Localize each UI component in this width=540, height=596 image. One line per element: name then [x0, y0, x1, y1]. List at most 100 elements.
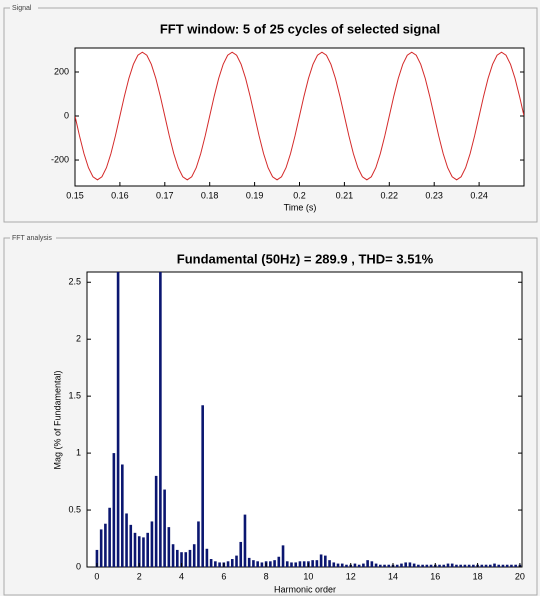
bar — [450, 563, 454, 567]
bar — [154, 475, 158, 567]
x-tick-label: 14 — [388, 571, 398, 581]
bar — [121, 464, 124, 567]
plot-marks — [75, 51, 524, 181]
bar — [294, 562, 298, 567]
fft-panel — [3, 237, 538, 596]
bar — [125, 513, 128, 567]
bar — [514, 564, 517, 567]
panel-label: FFT analysis — [12, 235, 52, 242]
x-tick-label: 8 — [264, 571, 269, 581]
bar — [252, 560, 255, 567]
bar — [180, 552, 183, 567]
bar — [205, 548, 209, 567]
bar — [488, 564, 492, 567]
bar — [484, 564, 488, 567]
bar — [379, 564, 382, 567]
bar — [188, 549, 192, 567]
bar — [467, 564, 471, 567]
panel-label: Signal — [12, 5, 32, 12]
signal-panel — [3, 7, 538, 223]
bar — [277, 556, 281, 567]
bar — [175, 549, 179, 567]
x-tick-label: 0.18 — [201, 190, 219, 200]
bar — [438, 564, 441, 567]
bar — [273, 560, 276, 567]
bar — [421, 564, 424, 567]
bar — [425, 564, 429, 567]
bar — [247, 557, 251, 567]
x-axis-label: Harmonic order — [274, 584, 336, 594]
bar — [480, 564, 484, 567]
bar — [400, 563, 403, 567]
x-tick-label: 0.24 — [470, 190, 488, 200]
bar — [167, 527, 171, 567]
bar — [235, 555, 238, 567]
bar — [383, 564, 386, 567]
x-tick-label: 12 — [346, 571, 356, 581]
bar — [159, 272, 162, 567]
bar — [324, 555, 327, 567]
bar — [99, 529, 103, 567]
chart-title: Fundamental (50Hz) = 289.9 , THD= 3.51% — [177, 251, 434, 266]
y-axis-label: Mag (% of Fundamental) — [52, 370, 62, 469]
bar — [112, 453, 116, 567]
bar — [505, 564, 509, 567]
x-axis-label: Time (s) — [284, 202, 317, 212]
bar — [412, 563, 416, 567]
bar — [95, 549, 99, 567]
bar — [311, 560, 314, 567]
bar — [336, 563, 340, 567]
bar — [459, 564, 462, 567]
bar — [387, 564, 391, 567]
y-tick-label: 0 — [64, 110, 69, 120]
x-tick-label: 16 — [430, 571, 440, 581]
bar — [298, 561, 302, 567]
bar — [302, 561, 306, 567]
bar — [142, 537, 145, 567]
bar — [214, 561, 217, 567]
bar — [501, 564, 505, 567]
bar — [472, 564, 475, 567]
bar — [319, 554, 323, 567]
bar — [429, 564, 433, 567]
bar — [269, 561, 272, 567]
bar — [493, 563, 496, 567]
bar — [146, 532, 149, 567]
bar — [184, 552, 188, 567]
bar — [226, 561, 230, 567]
bar — [408, 562, 412, 567]
y-tick-label: 200 — [54, 66, 69, 76]
bar — [374, 563, 378, 567]
y-tick-label: 0.5 — [68, 504, 81, 514]
x-tick-label: 0.22 — [381, 190, 399, 200]
bar — [366, 560, 369, 567]
y-tick-label: -200 — [51, 154, 69, 164]
bar — [370, 561, 374, 567]
bar — [171, 544, 175, 567]
x-tick-label: 0 — [94, 571, 99, 581]
chart-title: FFT window: 5 of 25 cycles of selected s… — [160, 21, 440, 36]
bar — [285, 561, 289, 567]
bar — [417, 564, 420, 567]
bar — [332, 562, 336, 567]
x-tick-label: 0.23 — [425, 190, 443, 200]
bar — [353, 563, 357, 567]
x-tick-label: 0.16 — [111, 190, 129, 200]
bar — [340, 563, 344, 567]
bar — [137, 536, 141, 567]
bar — [455, 564, 458, 567]
bar — [218, 562, 221, 567]
bar — [260, 562, 264, 567]
bar — [104, 523, 107, 567]
x-tick-label: 0.21 — [336, 190, 354, 200]
bar — [463, 564, 467, 567]
x-tick-label: 4 — [179, 571, 184, 581]
bar — [345, 564, 348, 567]
bar — [357, 564, 361, 567]
bar — [163, 489, 166, 567]
x-tick-label: 0.19 — [246, 190, 264, 200]
signal-line — [75, 51, 524, 181]
bar — [129, 524, 133, 567]
y-tick-label: 1.5 — [68, 391, 81, 401]
